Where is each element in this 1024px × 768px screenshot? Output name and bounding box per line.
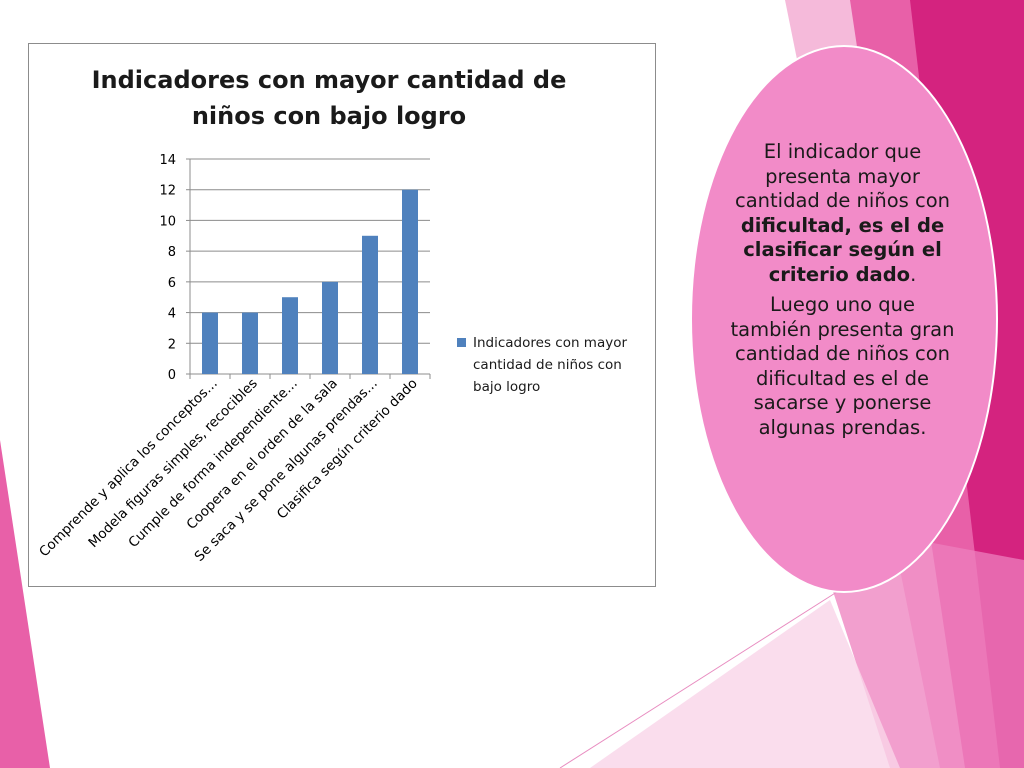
y-tick-label: 4 [168, 307, 176, 322]
bar [282, 297, 298, 374]
callout-ellipse [690, 45, 998, 593]
bar [322, 281, 338, 374]
y-tick-label: 12 [159, 184, 176, 199]
bar [402, 189, 418, 374]
bar [362, 235, 378, 374]
callout-p1-bold: dificultad, es el de clasificar según el… [740, 213, 945, 286]
y-tick-label: 2 [168, 337, 176, 352]
y-tick-label: 10 [159, 214, 176, 229]
bar [202, 312, 218, 374]
legend-swatch [457, 338, 466, 347]
callout-p1-end: . [910, 262, 917, 286]
x-tick-label: Cumple de forma independiente… [125, 376, 300, 551]
legend-label: Indicadores con mayor cantidad de niños … [473, 335, 628, 395]
deco-lower-light-triangle [590, 600, 900, 768]
callout-p1-text: El indicador que presenta mayor cantidad… [734, 140, 950, 212]
callout-text: El indicador que presenta mayor cantidad… [730, 140, 955, 446]
callout-paragraph-2: Luego uno que también presenta gran cant… [730, 293, 955, 439]
y-tick-label: 6 [168, 276, 176, 291]
deco-thin-line [559, 589, 841, 768]
chart-frame: Indicadores con mayor cantidad de niños … [28, 43, 656, 587]
deco-left-pink-sliver [0, 440, 50, 768]
chart-title: Indicadores con mayor cantidad de niños … [91, 66, 567, 130]
bar [242, 312, 258, 374]
y-tick-label: 0 [168, 368, 176, 383]
callout-paragraph-1: El indicador que presenta mayor cantidad… [730, 140, 955, 287]
y-tick-label: 14 [159, 153, 176, 168]
y-tick-label: 8 [168, 245, 176, 260]
